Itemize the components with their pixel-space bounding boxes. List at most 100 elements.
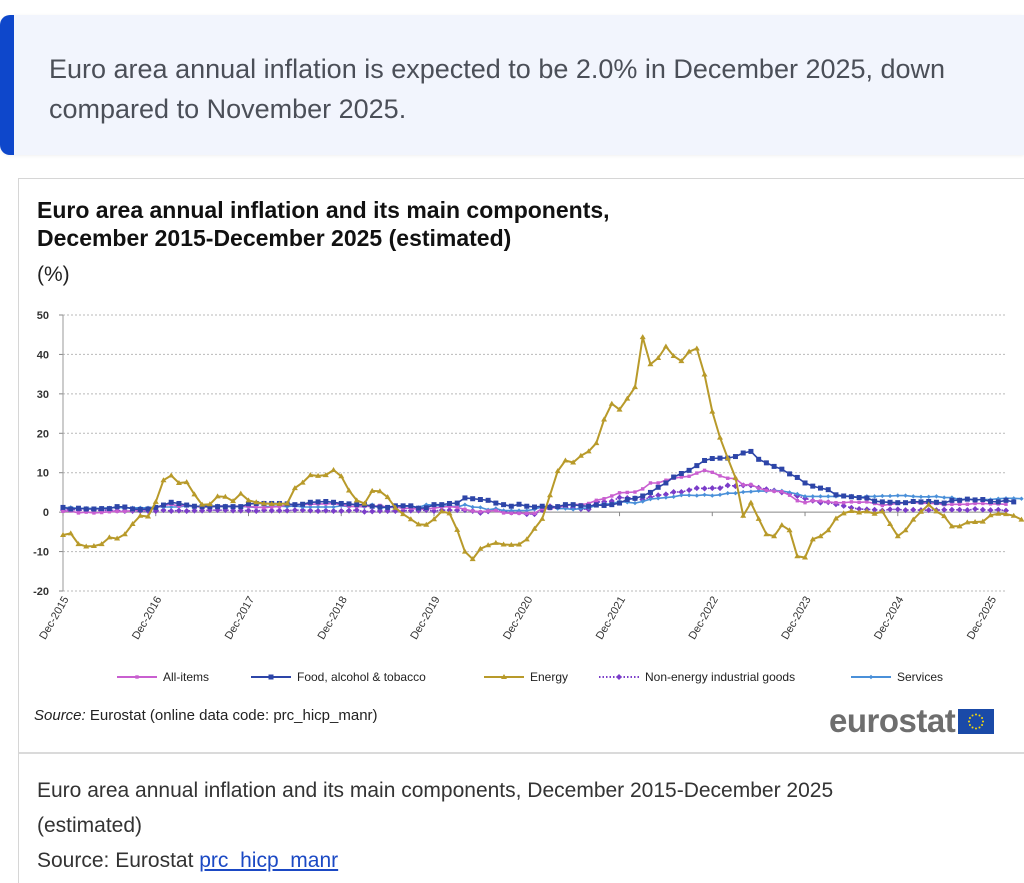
data-point — [160, 477, 167, 483]
data-point — [75, 541, 82, 547]
data-point — [648, 481, 653, 485]
data-point — [832, 515, 839, 521]
data-point — [693, 345, 700, 351]
data-point — [865, 500, 869, 504]
data-point — [400, 511, 407, 517]
data-point — [500, 541, 507, 547]
data-point — [137, 512, 144, 518]
eu-star — [975, 713, 978, 715]
data-point — [848, 507, 855, 513]
callout-accent-bar — [0, 15, 14, 155]
data-point — [616, 406, 623, 412]
x-tick-label: Dec-2016 — [130, 595, 164, 642]
data-point — [655, 496, 661, 501]
data-point — [145, 513, 152, 519]
x-tick-label: Dec-2019 — [408, 595, 442, 642]
eu-star — [971, 713, 974, 716]
data-point — [857, 500, 861, 504]
data-point — [423, 505, 429, 511]
y-tick-label: 0 — [43, 507, 49, 519]
data-point — [934, 494, 939, 499]
data-point — [315, 499, 321, 505]
data-point — [841, 493, 847, 499]
data-point — [338, 473, 345, 479]
data-point — [463, 507, 467, 512]
data-point — [532, 504, 537, 510]
data-point — [624, 497, 630, 503]
data-point — [740, 450, 746, 456]
data-point — [98, 541, 105, 547]
data-point — [1003, 497, 1009, 503]
y-tick-label: 20 — [37, 428, 49, 440]
data-point — [787, 493, 792, 497]
legend-label: Services — [897, 670, 943, 684]
data-point — [817, 533, 824, 539]
data-point — [664, 478, 668, 482]
data-point — [811, 499, 815, 503]
series-line — [62, 336, 1022, 561]
data-point — [655, 484, 661, 490]
data-point — [656, 481, 660, 485]
data-point — [848, 504, 855, 511]
eu-star — [978, 713, 981, 716]
data-point — [980, 497, 986, 503]
data-point — [307, 499, 313, 505]
data-point — [965, 502, 970, 506]
data-point — [724, 482, 731, 489]
eu-star — [969, 716, 972, 719]
data-point — [470, 496, 476, 502]
data-point — [408, 503, 414, 509]
data-point — [995, 499, 1001, 505]
data-point — [794, 474, 800, 480]
data-point — [586, 503, 592, 509]
data-point — [717, 434, 724, 440]
series-group — [60, 334, 1024, 562]
data-point — [555, 504, 561, 510]
data-point — [764, 488, 769, 493]
data-point — [732, 474, 739, 480]
legend-label: Food, alcohol & tobacco — [297, 670, 426, 684]
data-point — [895, 493, 900, 498]
data-point — [431, 502, 437, 508]
data-point — [686, 487, 693, 494]
data-point — [880, 493, 885, 499]
data-point — [524, 508, 529, 513]
data-point — [385, 504, 391, 510]
data-point — [979, 506, 986, 513]
data-point — [803, 500, 807, 505]
data-point — [926, 498, 932, 504]
data-point — [299, 479, 306, 485]
data-point — [717, 455, 723, 461]
data-point — [454, 526, 461, 532]
data-point — [601, 416, 608, 422]
data-point — [246, 501, 252, 507]
data-point — [260, 500, 267, 506]
data-point — [291, 485, 298, 491]
data-point — [531, 525, 538, 531]
data-point — [461, 548, 468, 554]
data-point — [315, 472, 322, 478]
data-point — [539, 515, 546, 521]
data-point — [686, 348, 693, 354]
data-point — [763, 531, 770, 537]
data-point — [60, 504, 66, 510]
data-point — [662, 491, 669, 498]
data-point — [532, 511, 537, 516]
data-point — [678, 489, 685, 496]
data-point — [602, 497, 606, 501]
data-point — [941, 500, 947, 506]
data-point — [509, 511, 514, 516]
data-point — [841, 500, 846, 505]
data-point — [957, 502, 962, 506]
data-point — [570, 502, 576, 508]
data-point — [423, 521, 430, 527]
data-point — [121, 531, 128, 537]
data-point — [1010, 512, 1017, 518]
summary-callout: Euro area annual inflation is expected t… — [0, 15, 1024, 155]
data-point — [593, 502, 599, 508]
data-point — [160, 507, 167, 514]
data-point — [307, 507, 314, 514]
data-point — [639, 334, 646, 340]
eu-star — [969, 723, 972, 726]
caption-source-link[interactable]: prc_hicp_manr — [199, 849, 339, 872]
